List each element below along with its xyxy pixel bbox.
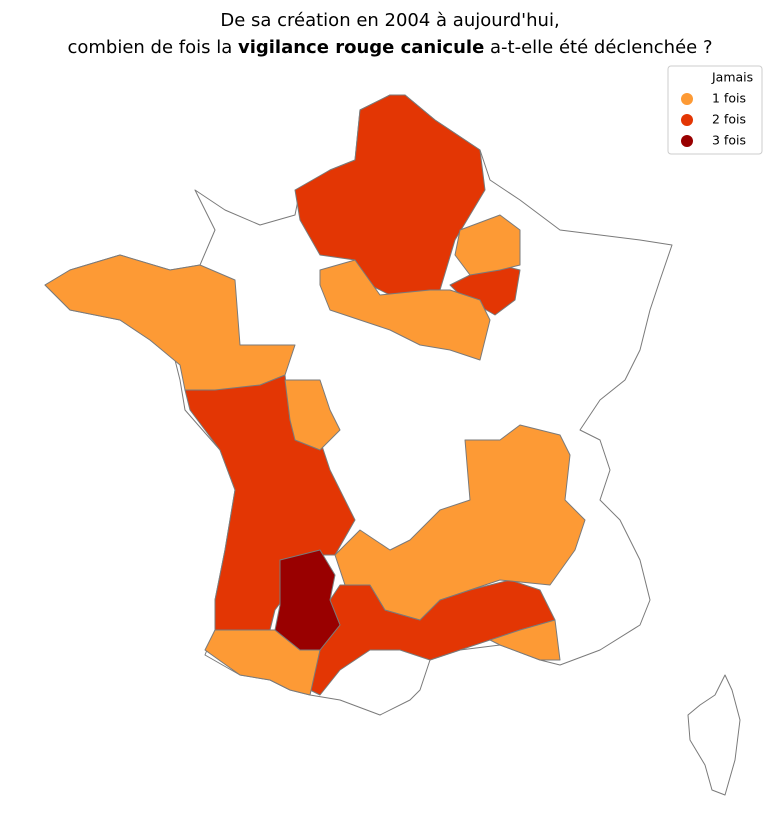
title-line1: De sa création en 2004 à aujourd'hui, [220,10,559,31]
zone [204,629,321,696]
zone [454,214,521,276]
legend-label: 3 fois [712,133,746,148]
zone [334,424,586,621]
zone [274,549,341,651]
legend: Jamais 1 fois 2 fois 3 fois [667,65,763,155]
region-3 [274,549,341,651]
title-text: combien de fois la [67,37,238,58]
corsica [687,674,741,796]
title-line2: combien de fois la vigilance rouge canic… [67,37,712,58]
legend-box [667,65,763,155]
legend-marker [681,93,693,105]
region-2 [184,94,556,696]
title-bold: vigilance rouge canicule [238,37,484,58]
zone [489,619,561,661]
zone [319,259,491,361]
zone [284,379,341,451]
region-1 [44,214,586,696]
legend-label: 1 fois [712,91,746,106]
legend-label: Jamais [711,70,753,85]
legend-marker [681,135,693,147]
title-text: a-t-elle été déclenchée ? [484,37,712,58]
zone [44,254,296,391]
legend-label: 2 fois [712,112,746,127]
france-map [44,94,741,796]
legend-marker [681,114,693,126]
